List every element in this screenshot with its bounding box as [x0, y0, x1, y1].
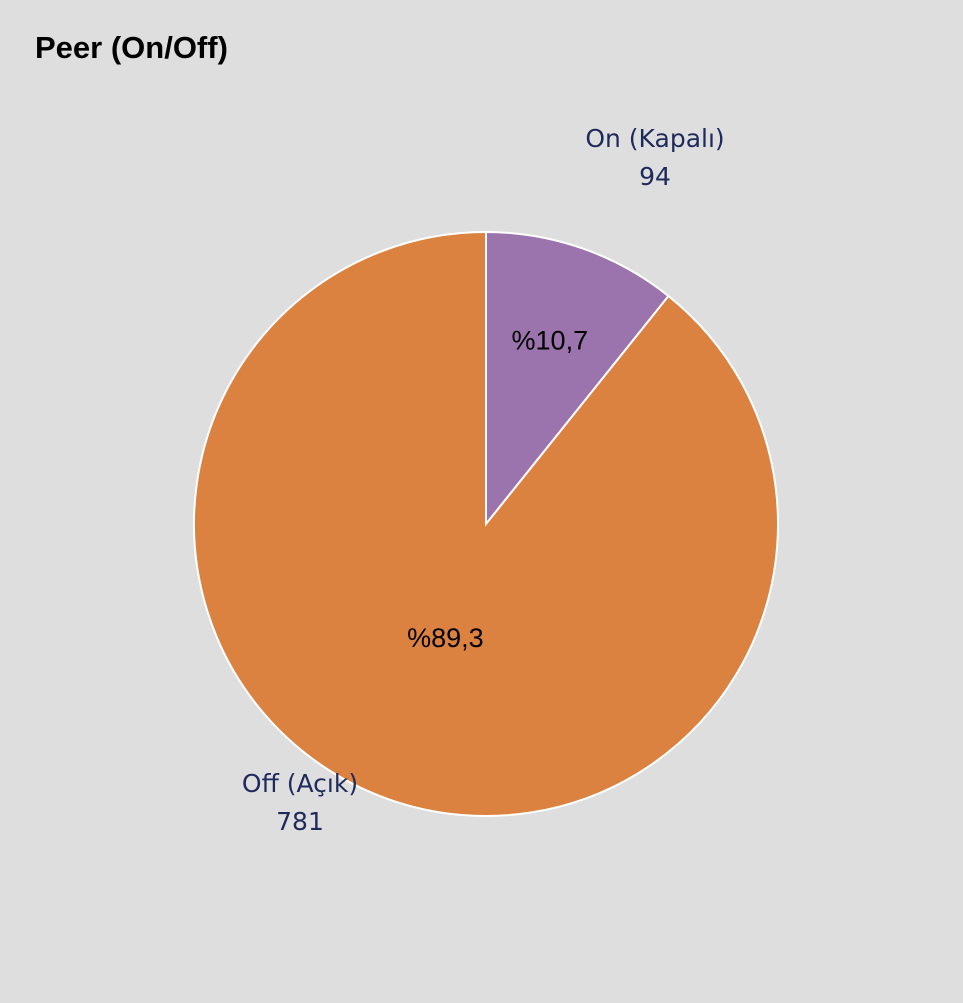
pie-slice [485, 230, 670, 527]
chart-title: Peer (On/Off) [35, 30, 228, 65]
pie-slice [193, 230, 779, 817]
slice-label: Off (Açık) 781 [170, 765, 430, 841]
value-label: 94 [639, 162, 671, 191]
category-label: On (Kapalı) [585, 124, 725, 153]
percent-label: %89,3 [407, 623, 484, 653]
slice-label: On (Kapalı) 94 [575, 120, 735, 196]
percent-label: %10,7 [512, 325, 589, 355]
category-label: Off (Açık) [241, 769, 359, 798]
value-label: 781 [276, 807, 324, 836]
